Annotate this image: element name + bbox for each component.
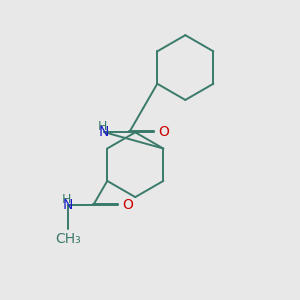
Text: CH₃: CH₃ [55,232,81,246]
Text: N: N [63,198,74,212]
Text: O: O [122,198,133,212]
Text: H: H [98,120,107,134]
Text: H: H [62,193,71,206]
Text: O: O [158,125,169,139]
Text: N: N [99,125,110,139]
